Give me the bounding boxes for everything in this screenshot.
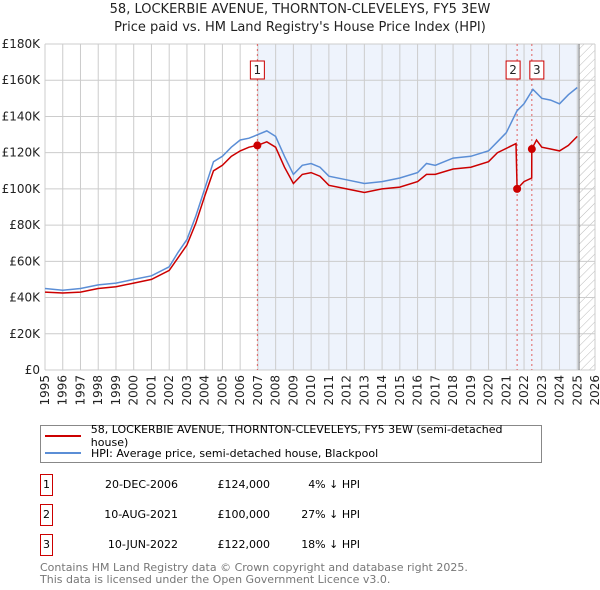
sale-hpi-diff: 18% ↓ HPI: [301, 538, 360, 551]
sale-date: 20-DEC-2006: [104, 478, 178, 491]
x-tick-label: 2000: [127, 375, 141, 406]
y-tick-label: £20K: [9, 327, 41, 341]
x-tick-label: 2001: [144, 375, 158, 406]
sale-price: £122,000: [217, 538, 271, 551]
y-tick-label: £60K: [9, 254, 41, 268]
legend-price-label: 58, LOCKERBIE AVENUE, THORNTON-CLEVELEYS…: [90, 423, 503, 449]
sale-price: £100,000: [217, 508, 271, 521]
sale-point: [527, 145, 536, 154]
y-tick-label: £100K: [2, 182, 42, 196]
sale-label: 2: [509, 63, 517, 77]
sale-price: £124,000: [217, 478, 271, 491]
x-tick-label: 2007: [251, 375, 265, 406]
sale-label-box: [505, 60, 521, 80]
x-tick-label: 1997: [73, 375, 87, 406]
sale-date: 10-JUN-2022: [107, 538, 178, 551]
sale-point: [253, 141, 262, 150]
x-tick-label: 2023: [535, 375, 549, 406]
x-tick-label: 2005: [215, 375, 229, 406]
x-tick-label: 2015: [393, 375, 407, 406]
footer-line2: This data is licensed under the Open Gov…: [40, 573, 391, 586]
y-tick-label: £180K: [2, 37, 42, 51]
price-line: [44, 135, 578, 294]
sale-label: 1: [254, 63, 262, 77]
x-tick-label: 2006: [233, 375, 247, 406]
x-tick-label: 1999: [109, 375, 123, 406]
chart-subtitle: Price paid vs. HM Land Registry's House …: [114, 20, 486, 35]
footer-line1: Contains HM Land Registry data © Crown c…: [40, 561, 468, 574]
x-tick-label: 2012: [340, 375, 354, 406]
x-tick-label: 2018: [446, 375, 460, 406]
sale-number: 3: [40, 534, 53, 556]
x-tick-label: 2024: [553, 375, 567, 406]
forecast-hatch: [579, 44, 595, 370]
x-tick-label: 2025: [570, 375, 584, 406]
x-tick-label: 2004: [198, 375, 212, 406]
x-tick-label: 2021: [499, 375, 513, 406]
chart-title: 58, LOCKERBIE AVENUE, THORNTON-CLEVELEYS…: [109, 2, 491, 17]
y-tick-label: £0: [25, 363, 40, 377]
sale-label-box: [529, 60, 545, 80]
sale-hpi-diff: 4% ↓ HPI: [308, 478, 360, 491]
x-tick-label: 2020: [482, 375, 496, 406]
legend: 58, LOCKERBIE AVENUE, THORNTON-CLEVELEYS…: [40, 423, 542, 463]
x-tick-label: 2010: [304, 375, 318, 406]
y-tick-label: £80K: [9, 218, 41, 232]
sale-label-box: [249, 60, 265, 80]
x-tick-label: 1996: [56, 375, 70, 406]
legend-hpi-label: HPI: Average price, semi-detached house,…: [91, 446, 379, 460]
sale-hpi-diff: 27% ↓ HPI: [301, 508, 360, 521]
sale-label: 3: [533, 63, 541, 77]
x-tick-label: 2002: [162, 375, 176, 406]
sale-point: [513, 184, 522, 193]
legend-price-swatch: [45, 435, 81, 437]
footer: Contains HM Land Registry data © Crown c…: [40, 562, 468, 586]
hpi-line: [44, 86, 578, 292]
x-tick-label: 2009: [286, 375, 300, 406]
sale-number: 1: [40, 474, 53, 496]
x-tick-label: 2017: [428, 375, 442, 406]
x-tick-label: 2008: [269, 375, 283, 406]
plot-area: 1995 1996 1997 1998 1999 2000 2001 2002 2003 2004…: [2, 37, 600, 406]
x-tick-label: 2022: [517, 375, 531, 406]
x-tick-label: 2013: [357, 375, 371, 406]
x-tick-label: 2019: [464, 375, 478, 406]
x-tick-label: 2011: [322, 375, 336, 406]
x-tick-label: 1995: [38, 375, 52, 406]
x-tick-label: 2003: [180, 375, 194, 406]
y-tick-label: £140K: [2, 109, 42, 123]
sale-date: 10-AUG-2021: [104, 508, 178, 521]
y-tick-label: £120K: [2, 146, 42, 160]
x-tick-label: 2014: [375, 375, 389, 406]
x-tick-label: 1998: [91, 375, 105, 406]
y-tick-label: £160K: [2, 73, 42, 87]
x-tick-label: 2016: [411, 375, 425, 406]
legend-hpi-swatch: [45, 452, 81, 454]
x-tick-label: 2026: [588, 375, 600, 406]
sale-number: 2: [40, 504, 53, 526]
y-tick-label: £40K: [9, 291, 41, 305]
